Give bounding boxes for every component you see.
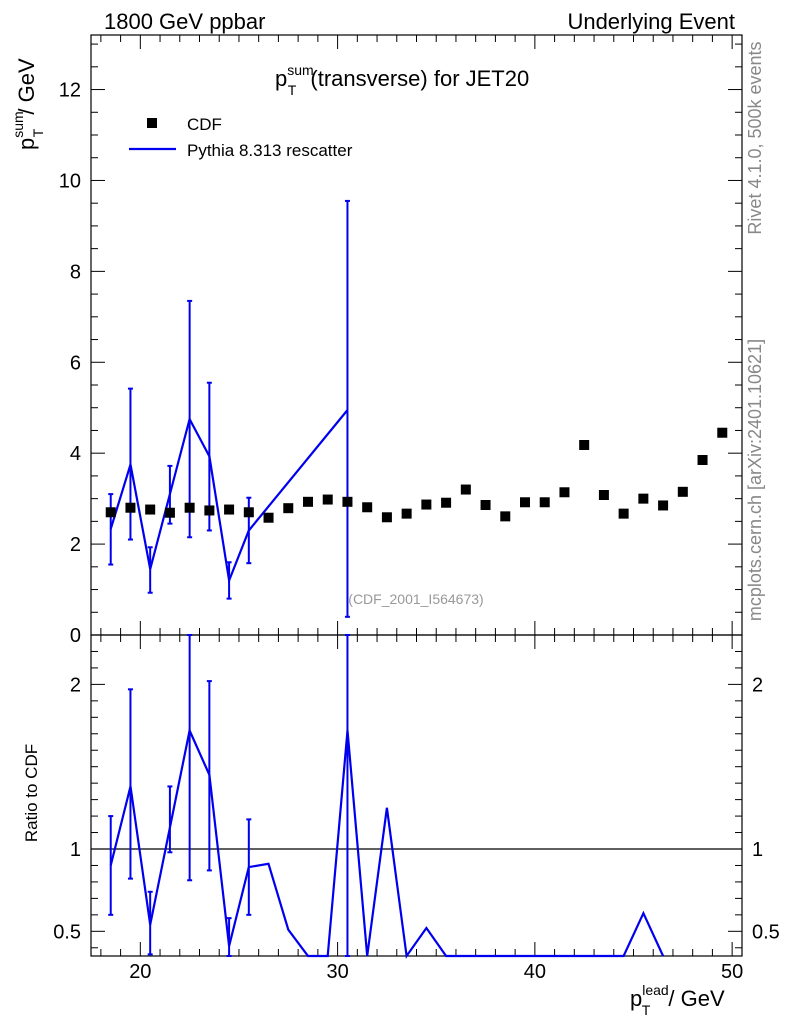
legend: CDF Pythia 8.313 rescatter (129, 115, 353, 160)
cdf-data-point (441, 497, 452, 508)
legend-pythia-label: Pythia 8.313 rescatter (187, 141, 353, 160)
ratio-tick-label-left: 2 (70, 674, 81, 696)
cdf-data-point (520, 497, 530, 508)
cdf-data-point (539, 497, 550, 508)
cdf-data-point (697, 455, 708, 465)
y-tick-label: 12 (59, 80, 81, 102)
rivet-label: Rivet 4.1.0, 500k events (745, 41, 765, 234)
y-tick-label: 10 (59, 170, 81, 192)
cdf-data-point (342, 496, 353, 507)
cdf-data-point (598, 490, 609, 500)
ratio-series-line (109, 726, 665, 959)
cdf-data-point (618, 508, 629, 519)
y-axis-label: psum T / GeV (10, 58, 46, 150)
cdf-data-point (401, 508, 412, 519)
cdf-data-point (243, 507, 254, 518)
y-tick-label: 2 (70, 534, 81, 556)
legend-cdf-label: CDF (187, 115, 222, 134)
y-tick-label: 8 (70, 261, 81, 283)
ratio-tick-label-right: 0.5 (752, 921, 780, 943)
cdf-data-point (105, 507, 116, 518)
header-right: Underlying Event (567, 9, 735, 34)
x-tick-label: 20 (129, 961, 151, 983)
cdf-data-point (460, 484, 471, 495)
x-tick-label: 40 (524, 961, 546, 983)
cdf-data-point (381, 512, 392, 523)
x-tick-label: 30 (326, 961, 348, 983)
cdf-data-point (263, 512, 274, 523)
cdf-data-point (145, 504, 156, 515)
cdf-data-point (224, 504, 235, 515)
cdf-data-point (480, 500, 491, 510)
ratio-tick-label-right: 1 (752, 839, 763, 861)
cdf-data-point (658, 500, 669, 511)
x-axis-label: plead T / GeV (630, 982, 725, 1018)
y-tick-label: 4 (70, 443, 81, 465)
analysis-label: (CDF_2001_I564673) (348, 591, 483, 607)
x-tick-label: 50 (721, 961, 743, 983)
cdf-data-point (500, 511, 511, 522)
cdf-data-point (717, 427, 728, 438)
ratio-tick-label-right: 2 (752, 674, 763, 696)
plot-title: psum T (transverse) for JET20 (275, 62, 529, 98)
cdf-data-point (164, 507, 175, 518)
cdf-data-point (184, 502, 195, 513)
ratio-tick-label-left: 0.5 (53, 921, 81, 943)
cdf-data-point (559, 487, 570, 498)
cdf-data-point (322, 494, 333, 505)
header-left: 1800 GeV ppbar (104, 9, 265, 34)
cdf-data-point (204, 505, 215, 516)
ratio-y-axis-label: Ratio to CDF (22, 744, 41, 842)
cdf-data-point (303, 496, 313, 507)
cdf-data-point (579, 440, 590, 450)
cdf-data-point (362, 502, 373, 513)
y-tick-label: 6 (70, 352, 81, 374)
y-tick-label: 0 (70, 625, 81, 647)
legend-cdf-marker (147, 118, 157, 128)
cdf-data-point (283, 503, 294, 514)
mc-series-line (109, 409, 349, 585)
cdf-data-point (125, 502, 136, 513)
ratio-tick-label-left: 1 (70, 839, 81, 861)
cdf-data-point (638, 493, 649, 504)
cdf-data-point (677, 486, 688, 497)
mcplots-label: mcplots.cern.ch [arXiv:2401.10621] (745, 339, 765, 621)
cdf-data-point (421, 499, 432, 510)
